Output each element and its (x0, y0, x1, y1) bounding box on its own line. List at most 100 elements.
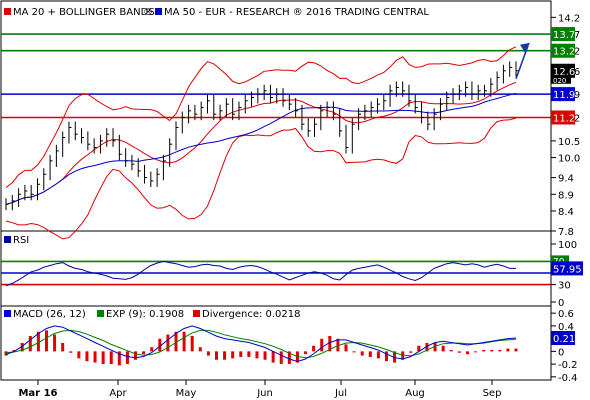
rsi-tick-label: 30 (558, 281, 571, 292)
divergence-bar (69, 351, 73, 353)
divergence-bar (368, 351, 372, 357)
macd-last-label: 0.21 (553, 334, 575, 345)
divergence-bar (263, 351, 267, 360)
month-tick-label: Aug (405, 388, 425, 399)
forecast-arrow-head (520, 42, 530, 53)
divergence-bar (514, 348, 518, 352)
macd-panel (4, 325, 518, 366)
divergence-bar (44, 330, 48, 352)
divergence-bar (449, 349, 453, 352)
divergence-bar (360, 351, 364, 356)
month-tick-label: Sep (483, 388, 502, 399)
macd-tick-label: 0.6 (558, 309, 574, 320)
macd-legend-label: MACD (26, 12) (13, 309, 86, 320)
ma50-legend-swatch (155, 8, 162, 15)
macd-tick-label: -0.2 (558, 360, 578, 371)
divergence-bar (166, 334, 170, 352)
exp-legend-swatch (97, 310, 104, 317)
divergence-bar (433, 342, 437, 352)
rsi-badge-70 (551, 255, 569, 267)
divergence-bar (465, 351, 469, 355)
macd-last-badge (551, 331, 575, 345)
divergence-bar (142, 351, 146, 355)
month-tick-label: Jun (256, 388, 273, 399)
divergence-bar (352, 351, 356, 353)
divergence-bar (328, 335, 332, 352)
ma50-line (5, 92, 517, 205)
divergence-bar (417, 345, 421, 352)
price-panel-frame (0, 0, 552, 232)
divergence-bar (190, 335, 194, 352)
divergence-bar (304, 351, 308, 355)
divergence-bar (490, 349, 494, 352)
month-tick-label: Jul (334, 388, 347, 399)
price-panel (1, 33, 551, 240)
rsi-last-label: 57.95 (553, 264, 582, 275)
divergence-bar (77, 351, 81, 359)
last-price-label: 12.6 (553, 67, 575, 78)
divergence-bar (53, 334, 57, 352)
divergence-bar (150, 347, 154, 352)
divergence-bar (336, 338, 340, 352)
level-badge-label: 13.2 (553, 47, 575, 58)
divergence-bar (20, 342, 24, 352)
price-legend: MA 20 + BOLLINGER BANDS ® MA 50 - EUR - … (4, 7, 429, 18)
divergence-bar (4, 351, 8, 356)
divergence-bar (271, 351, 275, 363)
macd-legend-swatch (4, 310, 11, 317)
bollinger-lower-band (5, 117, 517, 240)
macd-tick-label: -0.4 (558, 373, 578, 384)
price-tick-label: 10.5 (558, 137, 580, 148)
month-tick-label: May (176, 388, 197, 399)
divergence-bar (174, 331, 178, 352)
divergence-bar (393, 351, 397, 363)
macd-legend: MACD (26, 12) EXP (9): 0.1908 Divergence… (4, 309, 301, 320)
macd-tick-label: 0 (558, 347, 564, 358)
divergence-bar (125, 351, 129, 364)
level-badge-13.2 (551, 43, 575, 58)
divergence-bar (214, 351, 218, 360)
divergence-bar (109, 351, 113, 364)
price-tick-label: 10.0 (558, 154, 580, 165)
ma20-legend-swatch (4, 8, 11, 15)
divergence-bar (474, 351, 478, 353)
divergence-bar (231, 351, 235, 359)
price-tick-label: 14.2 (558, 13, 580, 24)
ma20-legend-label: MA 20 + BOLLINGER BANDS (13, 7, 155, 18)
divergence-bar (457, 351, 461, 353)
rsi-tick-label: 0 (558, 298, 564, 309)
month-tick-label: Apr (109, 388, 127, 399)
macd-tick-label: 0.4 (558, 322, 574, 333)
level-badge-label: 11.2 (553, 114, 575, 125)
level-badge-11.2 (551, 110, 575, 125)
level-badge-label: 13.7 (553, 30, 575, 41)
divergence-bar (409, 351, 413, 353)
mini-badge (551, 74, 571, 84)
divergence-bar (206, 351, 210, 356)
rsi-legend-swatch (4, 236, 11, 243)
divergence-bar (482, 349, 486, 352)
level-badge-13.7 (551, 27, 575, 42)
divergence-bar (441, 345, 445, 352)
divergence-bar (93, 351, 97, 363)
divergence-bar (255, 351, 259, 359)
divergence-bar (384, 351, 388, 362)
bollinger-upper-band (5, 46, 517, 188)
rsi-panel (1, 260, 551, 287)
divergence-bar (320, 338, 324, 352)
price-tick-label: 8.9 (558, 190, 574, 201)
divergence-bar (223, 351, 227, 360)
rsi-panel-frame (0, 230, 552, 307)
divergence-bar (247, 351, 251, 357)
rsi-tick-label: 100 (558, 240, 577, 251)
divergence-bar (134, 351, 138, 360)
macd-line (5, 325, 517, 363)
divergence-legend-swatch (193, 310, 200, 317)
forecast-arrow-line (515, 45, 529, 80)
level-badge-11.9 (551, 87, 575, 102)
divergence-bar (287, 351, 291, 364)
divergence-bar (498, 349, 502, 352)
divergence-bar (61, 342, 65, 352)
divergence-bar (506, 348, 510, 352)
level-badge-label: 11.9 (553, 90, 575, 101)
